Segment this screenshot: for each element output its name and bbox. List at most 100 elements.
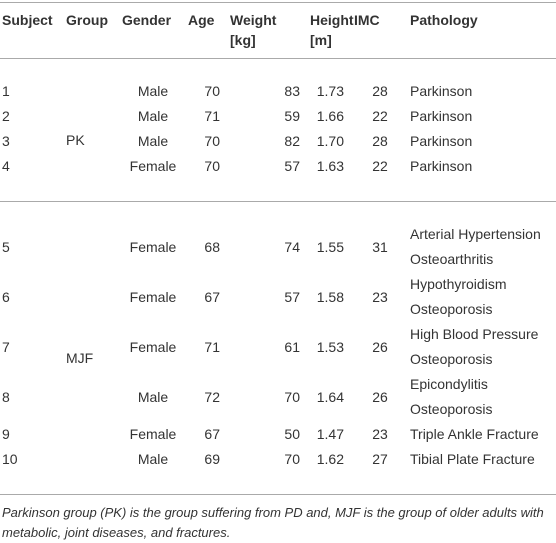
header-cell: Group [64, 2, 120, 59]
cell: 23 [372, 288, 388, 305]
pathology-line: Osteoporosis [410, 351, 493, 367]
header-cell: Subject [0, 2, 64, 59]
cell: 1.70 [316, 133, 344, 149]
cell: 83 [284, 83, 300, 99]
cell: 27 [372, 451, 388, 467]
cell: 4 [2, 158, 10, 174]
table-row: 7 Female 71 61 1.53 26 High Blood Pressure Oste… [0, 322, 556, 372]
cell: 28 [372, 83, 388, 99]
data-table: Subject Group Gender Age Weight [kg] Height [m]… [0, 2, 556, 495]
cell: 50 [284, 426, 300, 442]
cell: 57 [284, 288, 300, 305]
cell: 71 [204, 108, 220, 124]
cell: 71 [204, 338, 220, 355]
cell: 82 [284, 133, 300, 149]
cell: 8 [2, 388, 10, 405]
cell: 22 [372, 158, 388, 174]
table-row: 9 Female 67 50 1.47 23 Triple Ankle Fracture [0, 422, 556, 447]
cell: 70 [284, 388, 300, 405]
group-cell: MJF [66, 349, 94, 366]
table-row: 10 Male 69 70 1.62 27 Tibial Plate Fracture [0, 447, 556, 495]
cell: Female [129, 158, 177, 174]
cell: Male [137, 133, 169, 149]
header-row: Subject Group Gender Age Weight [kg] Height [m]… [0, 2, 556, 59]
cell: 70 [204, 83, 220, 99]
pathology-line: Triple Ankle Fracture [410, 426, 539, 442]
pathology-cell: Triple Ankle Fracture [408, 422, 556, 447]
pathology-line: Epicondylitis [410, 376, 488, 392]
cell: 1 [2, 83, 10, 99]
pathology-line: Parkinson [410, 108, 473, 124]
cell: Male [137, 451, 169, 467]
cell: Female [129, 238, 177, 255]
group-body: 5 MJF Female 68 74 1.55 31 Arterial Hypertensio… [0, 202, 556, 495]
cell: 22 [372, 108, 388, 124]
cell: 1.47 [316, 426, 344, 442]
cell: 5 [2, 238, 10, 255]
header-text: IMC [354, 12, 380, 28]
pathology-line: Parkinson [410, 83, 473, 99]
header-text: [m] [310, 32, 332, 48]
pathology-cell: Parkinson [408, 104, 556, 129]
cell: Male [137, 83, 169, 99]
cell: 3 [2, 133, 10, 149]
cell: 57 [284, 158, 300, 174]
pathology-cell: Parkinson [408, 129, 556, 154]
header-text: Age [188, 12, 215, 28]
pathology-cell: Epicondylitis Osteoporosis [408, 372, 556, 422]
cell: 69 [204, 451, 220, 467]
cell: 70 [204, 158, 220, 174]
pathology-cell: Parkinson [408, 154, 556, 202]
cell: Female [129, 288, 177, 305]
pathology-line: Osteoarthritis [410, 251, 494, 267]
pathology-cell: Parkinson [408, 59, 556, 105]
cell: 70 [284, 451, 300, 467]
cell: 67 [204, 426, 220, 442]
cell: 1.55 [316, 238, 344, 255]
cell: 6 [2, 288, 10, 305]
table-row: 1 PK Male 70 83 1.73 28 Parkinson [0, 59, 556, 148]
header-cell: Gender [120, 2, 186, 59]
cell: 1.73 [316, 83, 344, 99]
table-row: 2 Male 71 59 1.66 22 Parkinson [0, 104, 556, 129]
cell: 74 [284, 238, 300, 255]
header-text: Weight [230, 12, 277, 28]
cell: 1.58 [316, 288, 344, 305]
pathology-line: High Blood Pressure [410, 326, 539, 342]
cell: 1.62 [316, 451, 344, 467]
header-cell: Pathology [408, 2, 556, 59]
table-row: 5 MJF Female 68 74 1.55 31 Arterial Hypertensio… [0, 202, 556, 366]
table-row: 3 Male 70 82 1.70 28 Parkinson [0, 129, 556, 154]
group-body: 1 PK Male 70 83 1.73 28 Parkinson 2 Male 71 59 1.66 2… [0, 59, 556, 202]
cell: 23 [372, 426, 388, 442]
cell: 28 [372, 133, 388, 149]
cell: 26 [372, 338, 388, 355]
cell: 68 [204, 238, 220, 255]
header-text: Group [66, 12, 108, 28]
cell: Male [137, 388, 169, 405]
header-text: [kg] [230, 32, 256, 48]
header-text: Subject [2, 12, 53, 28]
footnote: Parkinson group (PK) is the group suffer… [2, 505, 544, 540]
pathology-line: Osteoporosis [410, 301, 493, 317]
cell: 1.63 [316, 158, 344, 174]
table-row: 4 Female 70 57 1.63 22 Parkinson [0, 154, 556, 202]
header-text: Gender [122, 12, 172, 28]
cell: 26 [372, 388, 388, 405]
cell: Female [129, 338, 177, 355]
cell: 1.66 [316, 108, 344, 124]
pathology-line: Parkinson [410, 158, 473, 174]
cell: 61 [284, 338, 300, 355]
cell: 31 [372, 238, 388, 255]
pathology-line: Hypothyroidism [410, 276, 507, 292]
cell: 72 [204, 388, 220, 405]
pathology-cell: Arterial Hypertension Osteoarthritis [408, 202, 556, 273]
header-cell: Weight [kg] [228, 2, 308, 59]
pathology-line: Osteoporosis [410, 401, 493, 417]
pathology-line: Tibial Plate Fracture [410, 451, 535, 467]
cell: 10 [2, 451, 18, 467]
cell: 7 [2, 338, 10, 355]
cell: Female [129, 426, 177, 442]
pathology-cell: Tibial Plate Fracture [408, 447, 556, 495]
